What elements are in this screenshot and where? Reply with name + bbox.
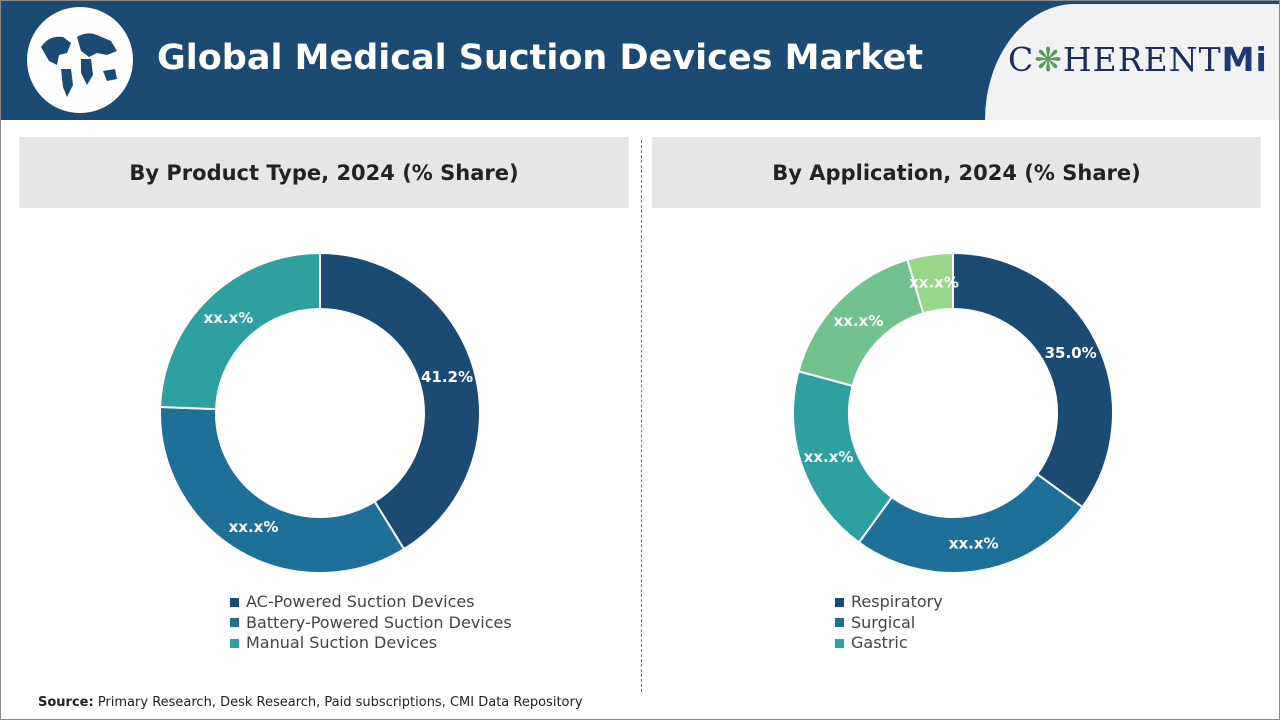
legend-swatch: [230, 638, 239, 648]
legend-item: Gastric: [835, 633, 943, 654]
legend-swatch: [230, 618, 239, 628]
legend-swatch: [835, 597, 844, 607]
legend-swatch: [230, 597, 239, 607]
legend-label: Battery-Powered Suction Devices: [246, 612, 512, 632]
donut-chart-application: 35.0% xx.x% xx.x% xx.x% xx.x%: [792, 251, 1114, 574]
data-label: xx.x%: [229, 518, 279, 536]
legend-application: Respiratory Surgical Gastric: [835, 592, 943, 654]
legend-label: Gastric: [851, 633, 908, 652]
legend-item: Surgical: [835, 613, 943, 634]
legend-swatch: [835, 638, 844, 648]
legend-item: Battery-Powered Suction Devices: [230, 613, 512, 634]
chart-title-application: By Application, 2024 (% Share): [652, 137, 1261, 208]
donut-segment-battery-powered-suction-devices: [159, 405, 406, 574]
coherent-mi-logo: C❋HERENTMi: [1008, 40, 1268, 79]
logo-area: [985, 4, 1280, 120]
data-label: xx.x%: [834, 312, 884, 330]
legend-item: AC-Powered Suction Devices: [230, 592, 512, 613]
legend-item: Manual Suction Devices: [230, 633, 512, 654]
data-label: xx.x%: [204, 309, 254, 327]
legend-swatch: [835, 618, 844, 628]
donut-chart-product-type: 41.2% xx.x% xx.x%: [159, 251, 481, 574]
donut-segment-segment-5: [906, 251, 954, 315]
legend-product-type: AC-Powered Suction Devices Battery-Powere…: [230, 592, 512, 654]
legend-label: Surgical: [851, 612, 916, 632]
data-label: xx.x%: [804, 448, 854, 466]
chart-title-product-type: By Product Type, 2024 (% Share): [19, 137, 629, 208]
data-label: xx.x%: [909, 273, 959, 291]
source-text: Primary Research, Desk Research, Paid su…: [93, 695, 583, 710]
data-label: xx.x%: [949, 534, 999, 552]
source-label: Source:: [38, 695, 94, 710]
legend-item: Respiratory: [835, 592, 943, 613]
divider: [641, 140, 642, 692]
page-title: Global Medical Suction Devices Market: [157, 38, 924, 78]
legend-label: Manual Suction Devices: [246, 633, 438, 652]
donut-segment-respiratory: [952, 251, 1114, 509]
donut-segment-ac-powered-suction-devices: [319, 251, 481, 551]
donut-segment-manual-suction-devices: [159, 251, 321, 411]
globe-icon: [27, 7, 133, 113]
data-label: 35.0%: [1045, 344, 1097, 362]
source-note: Source: Primary Research, Desk Research,…: [38, 695, 583, 710]
legend-label: AC-Powered Suction Devices: [246, 592, 475, 611]
donut-segment-surgical: [857, 472, 1084, 574]
legend-label: Respiratory: [851, 592, 943, 611]
data-label: 41.2%: [421, 368, 473, 386]
